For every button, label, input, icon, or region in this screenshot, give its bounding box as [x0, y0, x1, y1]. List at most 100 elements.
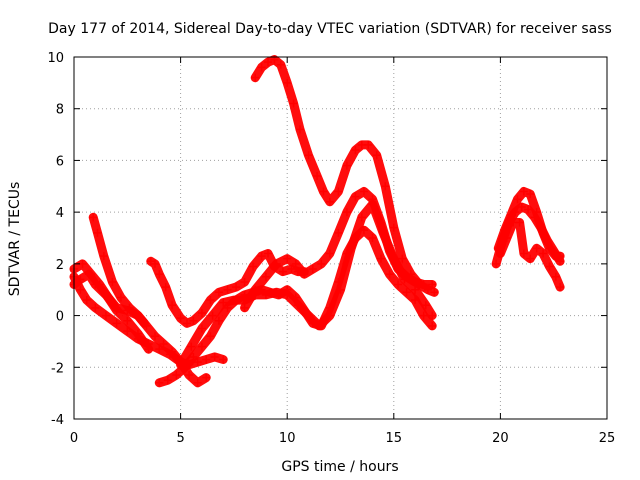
- data-point: [351, 192, 360, 201]
- data-point: [214, 288, 223, 297]
- data-point: [428, 321, 437, 330]
- data-point: [347, 244, 356, 253]
- data-point: [91, 303, 100, 312]
- data-point: [144, 345, 153, 354]
- data-point: [315, 321, 324, 330]
- data-point: [232, 283, 241, 292]
- data-point: [556, 283, 565, 292]
- data-point: [300, 270, 309, 279]
- y-tick-label: -4: [51, 413, 64, 428]
- data-point: [210, 352, 219, 361]
- y-tick-label: 8: [56, 103, 64, 118]
- data-point: [342, 161, 351, 170]
- data-point: [394, 265, 403, 274]
- data-point: [524, 205, 533, 214]
- data-point: [389, 223, 398, 232]
- data-point: [189, 316, 198, 325]
- data-point: [406, 270, 415, 279]
- data-point: [261, 272, 270, 281]
- data-point: [325, 249, 334, 258]
- data-point: [123, 306, 132, 315]
- data-point: [313, 171, 322, 180]
- data-point: [289, 99, 298, 108]
- data-point: [515, 218, 524, 227]
- data-point: [155, 378, 164, 387]
- y-tick-label: 10: [47, 51, 64, 66]
- data-point: [359, 187, 368, 196]
- data-point: [513, 195, 522, 204]
- data-point: [146, 257, 155, 266]
- data-point: [428, 311, 437, 320]
- data-point: [202, 355, 211, 364]
- data-point: [189, 352, 198, 361]
- data-point: [381, 182, 390, 191]
- data-point: [91, 280, 100, 289]
- chart-title: Day 177 of 2014, Sidereal Day-to-day VTE…: [48, 21, 612, 37]
- data-point: [272, 259, 281, 268]
- data-point: [492, 259, 501, 268]
- data-point: [394, 280, 403, 289]
- data-point: [415, 280, 424, 289]
- data-point: [133, 329, 142, 338]
- data-point: [251, 285, 260, 294]
- data-point: [229, 296, 238, 305]
- data-point: [140, 319, 149, 328]
- data-point: [502, 234, 511, 242]
- data-point: [151, 259, 160, 268]
- data-point: [539, 228, 548, 237]
- series-arc-rise-c: [240, 187, 437, 313]
- y-axis-label: SDTVAR / TECUs: [7, 182, 23, 297]
- data-point: [325, 311, 334, 320]
- data-point: [317, 259, 326, 268]
- data-point: [168, 301, 177, 310]
- data-traces: [69, 55, 565, 388]
- data-point: [319, 187, 328, 196]
- data-point: [101, 311, 110, 320]
- data-point: [206, 296, 215, 305]
- data-point: [176, 314, 185, 323]
- data-point: [99, 252, 108, 261]
- x-tick-label: 15: [386, 431, 403, 446]
- data-point: [519, 249, 528, 258]
- data-point: [304, 151, 313, 160]
- data-point: [368, 234, 377, 242]
- data-point: [116, 293, 125, 302]
- data-point: [133, 311, 142, 320]
- data-point: [257, 252, 266, 261]
- data-point: [398, 254, 407, 263]
- y-tick-label: 6: [56, 154, 64, 169]
- data-point: [283, 290, 292, 299]
- data-point: [223, 285, 232, 294]
- x-tick-label: 0: [70, 431, 78, 446]
- data-point: [202, 373, 211, 382]
- data-point: [112, 303, 121, 312]
- data-point: [182, 319, 191, 328]
- data-point: [214, 316, 223, 325]
- data-point: [278, 267, 287, 276]
- data-point: [276, 60, 285, 69]
- data-point: [76, 275, 85, 284]
- data-point: [187, 342, 196, 351]
- data-point: [421, 301, 430, 310]
- data-point: [101, 290, 110, 299]
- data-point: [334, 228, 343, 237]
- data-point: [197, 342, 206, 351]
- data-point: [295, 125, 304, 134]
- data-point: [368, 195, 377, 204]
- data-point: [163, 376, 172, 385]
- data-point: [551, 272, 560, 281]
- data-point: [325, 197, 334, 206]
- x-tick-label: 5: [176, 431, 184, 446]
- plot-frame: [73, 56, 608, 420]
- x-tick-label: 25: [599, 431, 616, 446]
- data-point: [93, 228, 102, 237]
- data-point: [112, 319, 121, 328]
- data-point: [155, 345, 164, 354]
- data-point: [206, 332, 215, 341]
- data-point: [411, 285, 420, 294]
- data-point: [430, 288, 439, 297]
- data-point: [151, 332, 160, 341]
- x-tick-label: 10: [279, 431, 296, 446]
- y-tick-label: 2: [56, 258, 64, 273]
